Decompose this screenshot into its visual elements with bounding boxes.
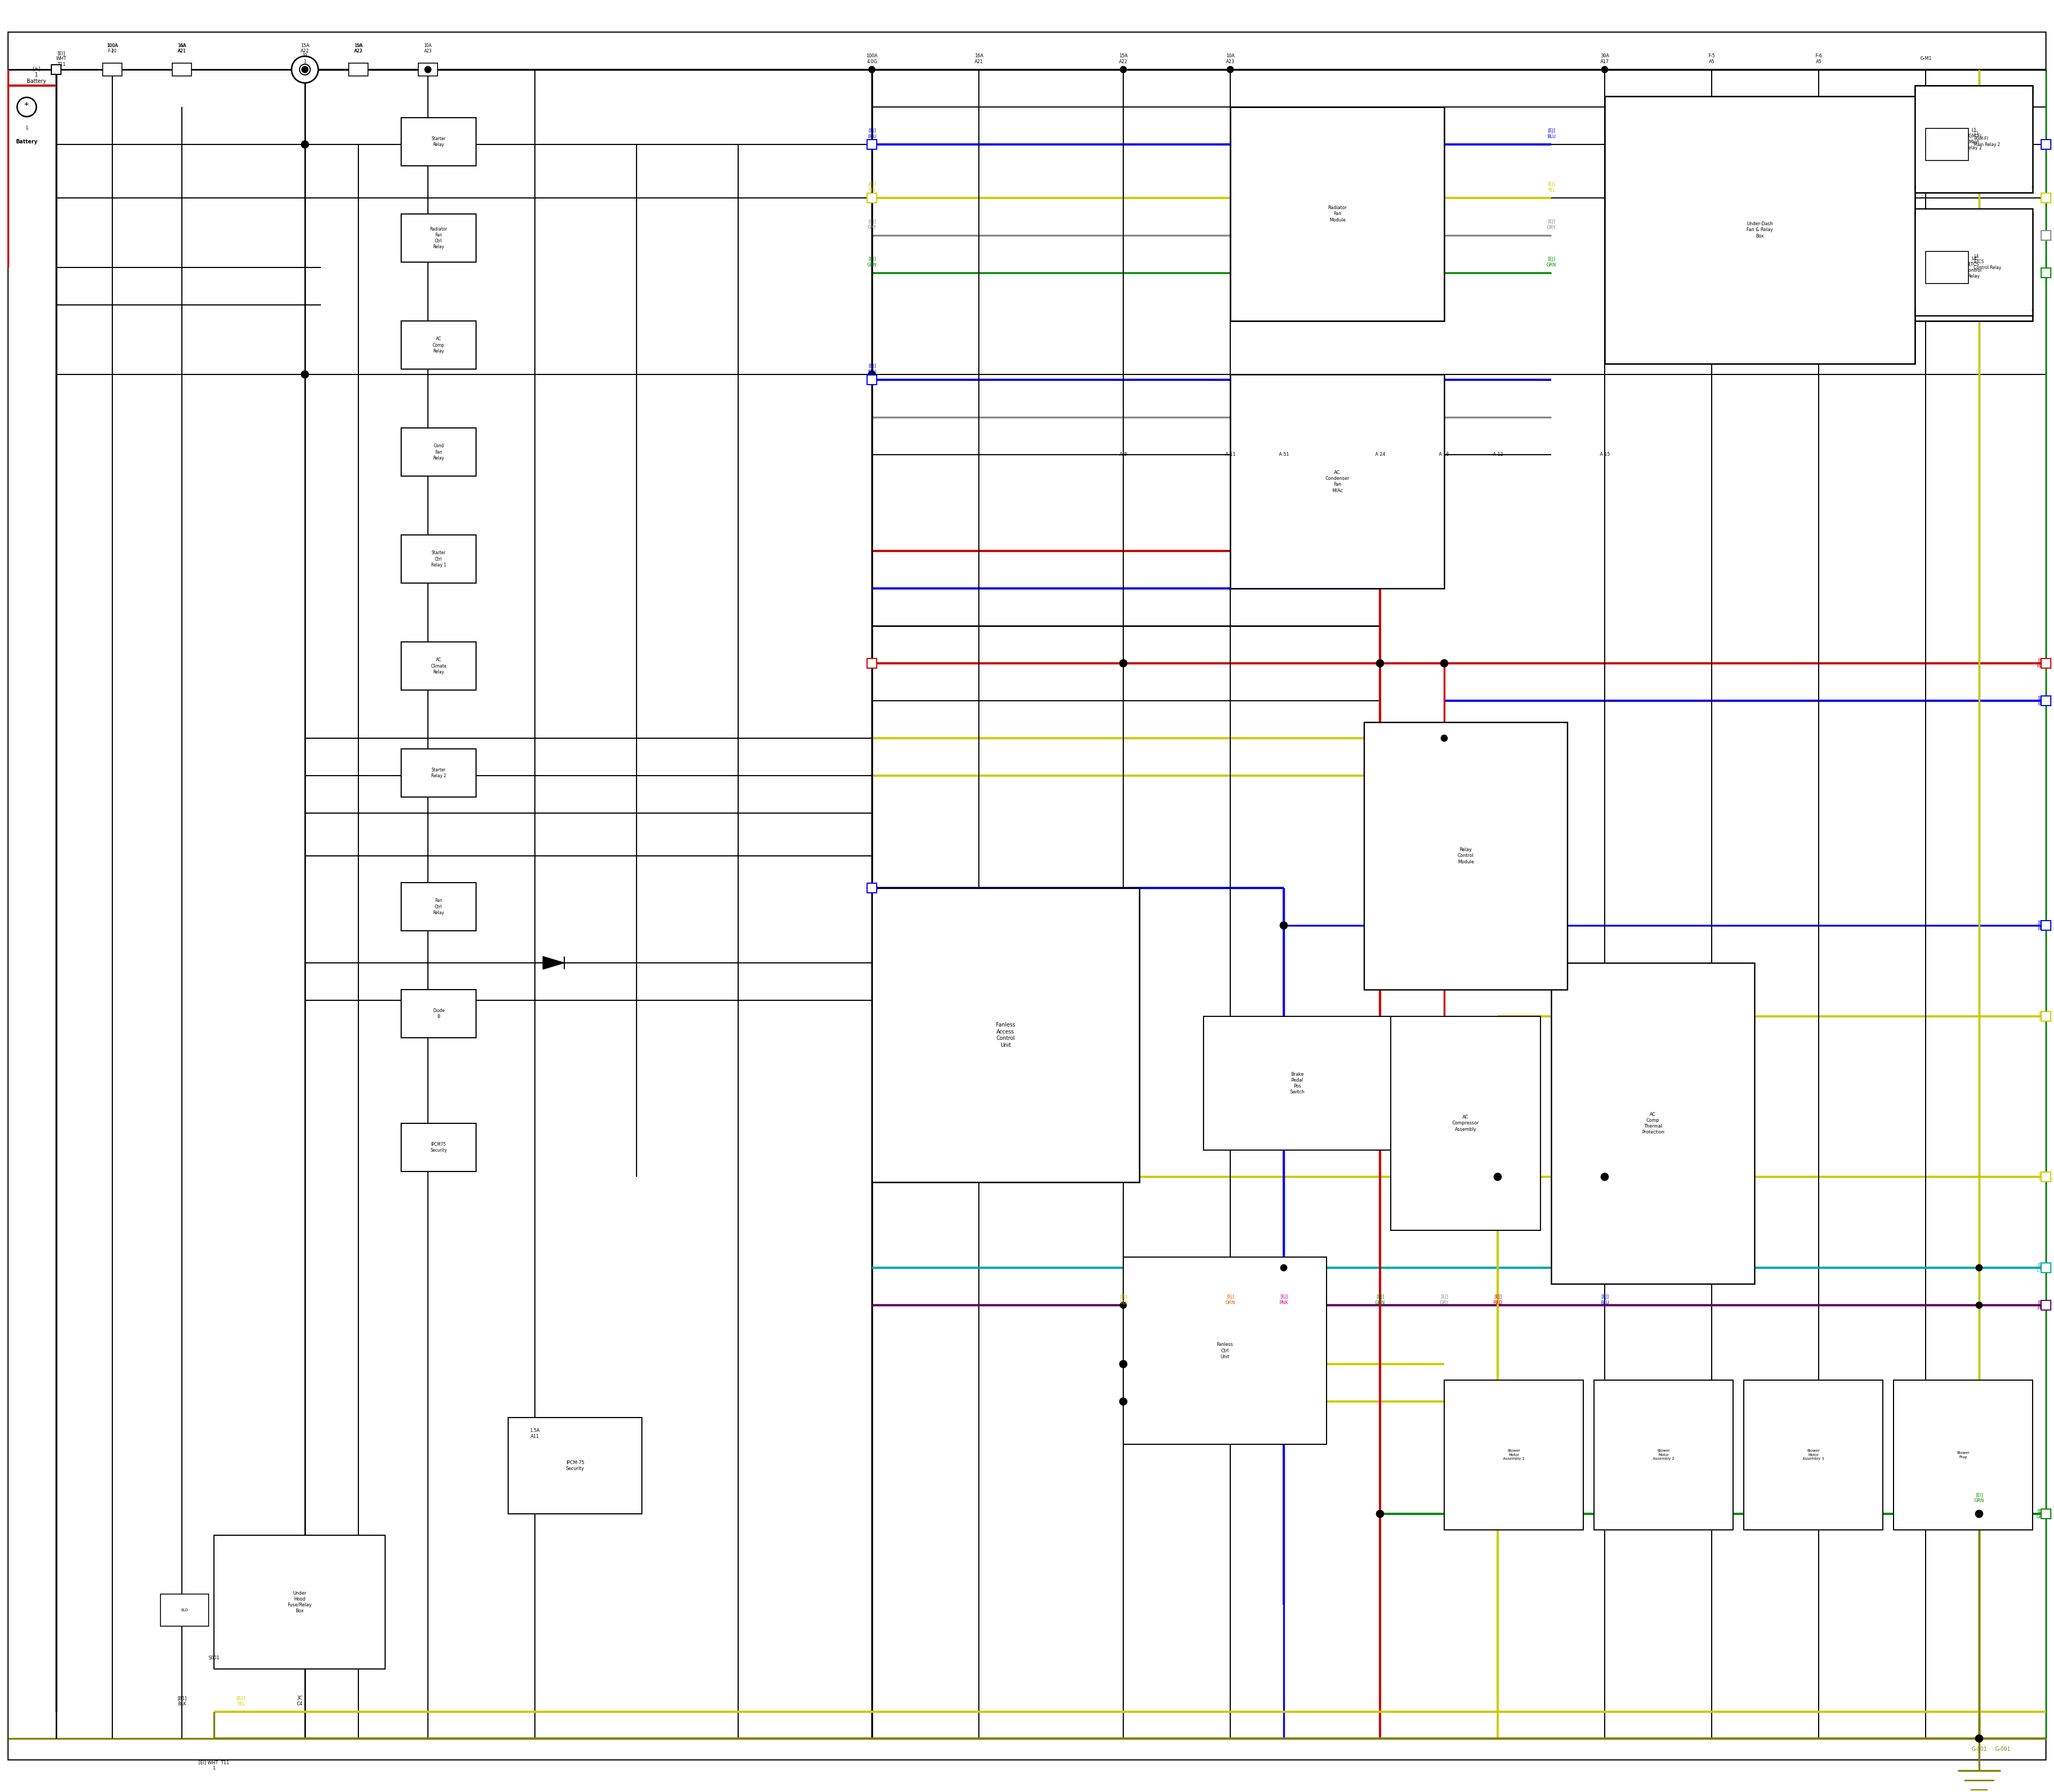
Text: [EI]
GRN: [EI] GRN — [2036, 1509, 2046, 1520]
Text: L4
ETCS
Control Relay: L4 ETCS Control Relay — [1974, 254, 2001, 271]
Bar — [401, 321, 477, 369]
Circle shape — [1119, 1398, 1128, 1405]
Bar — [401, 1124, 477, 1172]
Bar — [401, 883, 477, 930]
Text: AC
Comp
Thermal
Protection: AC Comp Thermal Protection — [1641, 1113, 1664, 1134]
Circle shape — [1119, 1360, 1128, 1367]
Text: AC
Comp
Relay: AC Comp Relay — [433, 337, 444, 353]
Text: 10A
A23: 10A A23 — [423, 43, 431, 54]
Circle shape — [1226, 66, 1234, 73]
Polygon shape — [542, 957, 565, 969]
Bar — [1124, 1256, 1327, 1444]
Bar — [867, 658, 877, 668]
Text: A 8: A 8 — [1119, 452, 1128, 457]
Circle shape — [1600, 1174, 1608, 1181]
Circle shape — [1280, 921, 1288, 930]
Bar — [2042, 1172, 2050, 1181]
Bar — [401, 642, 477, 690]
Bar — [867, 375, 877, 385]
Text: L1
PGM-FI
Main Relay 2: L1 PGM-FI Main Relay 2 — [1974, 131, 2001, 147]
Text: 2: 2 — [1914, 213, 1916, 215]
Text: Under
Hood
Fuse/Relay
Box: Under Hood Fuse/Relay Box — [288, 1591, 312, 1613]
Text: [EI]
PUR: [EI] PUR — [2038, 1299, 2046, 1310]
Text: 2: 2 — [1914, 90, 1916, 93]
Bar — [1914, 213, 2033, 321]
Text: 30A
A17: 30A A17 — [1600, 54, 1608, 65]
Text: [EJ]
ORN: [EJ] ORN — [1226, 1294, 1234, 1305]
Text: 1: 1 — [25, 125, 29, 131]
Bar — [1914, 86, 2033, 192]
Circle shape — [16, 97, 37, 116]
Text: Starter
Relay: Starter Relay — [431, 136, 446, 147]
Text: [EJ]
YEL: [EJ] YEL — [1119, 1294, 1128, 1305]
Circle shape — [1442, 735, 1448, 742]
Bar — [867, 140, 877, 149]
Text: G-M1: G-M1 — [1920, 56, 1931, 61]
Bar — [2042, 921, 2050, 930]
Text: [EI] WHT  T11
1: [EI] WHT T11 1 — [199, 1760, 230, 1770]
Circle shape — [1376, 659, 1382, 667]
Bar — [2042, 658, 2050, 668]
Bar — [2042, 269, 2050, 278]
Text: Under-Dash
Fan & Relay
Box: Under-Dash Fan & Relay Box — [1746, 222, 1773, 238]
Circle shape — [1119, 659, 1128, 667]
Bar — [2042, 1301, 2050, 1310]
Text: 100A
F-20: 100A F-20 — [107, 43, 117, 54]
Circle shape — [1602, 66, 1608, 73]
Text: F-6
A5: F-6 A5 — [1816, 54, 1822, 65]
Text: Blower
Plug: Blower Plug — [1957, 1452, 1970, 1459]
Text: A 24: A 24 — [1374, 452, 1384, 457]
Text: [EJ]
GRN: [EJ] GRN — [867, 256, 877, 267]
Text: Blower
Motor
Assembly 1: Blower Motor Assembly 1 — [1504, 1450, 1524, 1460]
Bar — [51, 65, 62, 73]
Bar — [867, 883, 877, 892]
Bar — [1391, 1016, 1540, 1231]
Bar — [419, 63, 438, 75]
Text: 100A
4.0G: 100A 4.0G — [867, 54, 877, 65]
Text: [EJ]
GRY: [EJ] GRY — [867, 219, 877, 229]
Circle shape — [1976, 1265, 1982, 1271]
Text: Starter
Relay 2: Starter Relay 2 — [431, 767, 446, 778]
Circle shape — [869, 142, 875, 149]
Bar — [1204, 1016, 1391, 1150]
Bar — [1444, 1380, 1584, 1530]
Text: [EI]
YEL: [EI] YEL — [2038, 1172, 2046, 1183]
Bar — [401, 989, 477, 1038]
Text: Cond
Fan
Relay: Cond Fan Relay — [433, 444, 444, 461]
Text: [EJ]
BLU: [EJ] BLU — [867, 129, 877, 140]
Bar — [1744, 1380, 1884, 1530]
Circle shape — [869, 371, 875, 378]
Text: 3: 3 — [1914, 186, 1916, 188]
Text: S001: S001 — [207, 1656, 220, 1661]
Text: (+)
1
Battery: (+) 1 Battery — [27, 66, 45, 84]
Text: Fanless
Access
Control
Unit: Fanless Access Control Unit — [996, 1023, 1015, 1048]
Text: Starter
Ctrl
Relay 1: Starter Ctrl Relay 1 — [431, 550, 446, 568]
Text: [EI]
RED: [EI] RED — [2038, 658, 2046, 668]
Bar — [2042, 140, 2050, 149]
Text: 10A
A23: 10A A23 — [353, 43, 364, 54]
Text: Radiator
Fan
Ctrl
Relay: Radiator Fan Ctrl Relay — [429, 228, 448, 249]
Text: [EJ]
GRN: [EJ] GRN — [1374, 1294, 1384, 1305]
Text: G-001: G-001 — [1972, 1747, 1986, 1753]
Bar — [401, 749, 477, 797]
Bar — [1364, 722, 1567, 989]
Text: Diode
B: Diode B — [433, 1009, 444, 1020]
Text: Brake
Pedal
Pos
Switch: Brake Pedal Pos Switch — [1290, 1072, 1304, 1095]
Text: 16A
A21: 16A A21 — [179, 43, 185, 54]
Text: AC
Compressor
Assembly: AC Compressor Assembly — [1452, 1115, 1479, 1133]
Text: 10A
A23: 10A A23 — [1226, 54, 1234, 65]
Text: G-001: G-001 — [1994, 1747, 2011, 1753]
Bar — [2042, 1509, 2050, 1518]
Text: L1
PGM-FI
Main
Relay 2: L1 PGM-FI Main Relay 2 — [1966, 127, 1982, 151]
Text: 16A
A21: 16A A21 — [974, 54, 984, 65]
Text: 15A
A22: 15A A22 — [300, 43, 310, 54]
Circle shape — [1440, 659, 1448, 667]
Text: [B1]
BLK: [B1] BLK — [177, 1695, 187, 1706]
Circle shape — [292, 56, 318, 82]
Text: Fanless
Ctrl
Unit: Fanless Ctrl Unit — [1216, 1342, 1232, 1358]
Bar — [507, 1417, 641, 1514]
Text: 1.5A
A11: 1.5A A11 — [530, 1428, 540, 1439]
Bar — [401, 428, 477, 477]
Circle shape — [1376, 659, 1384, 667]
Bar — [1594, 1380, 1734, 1530]
